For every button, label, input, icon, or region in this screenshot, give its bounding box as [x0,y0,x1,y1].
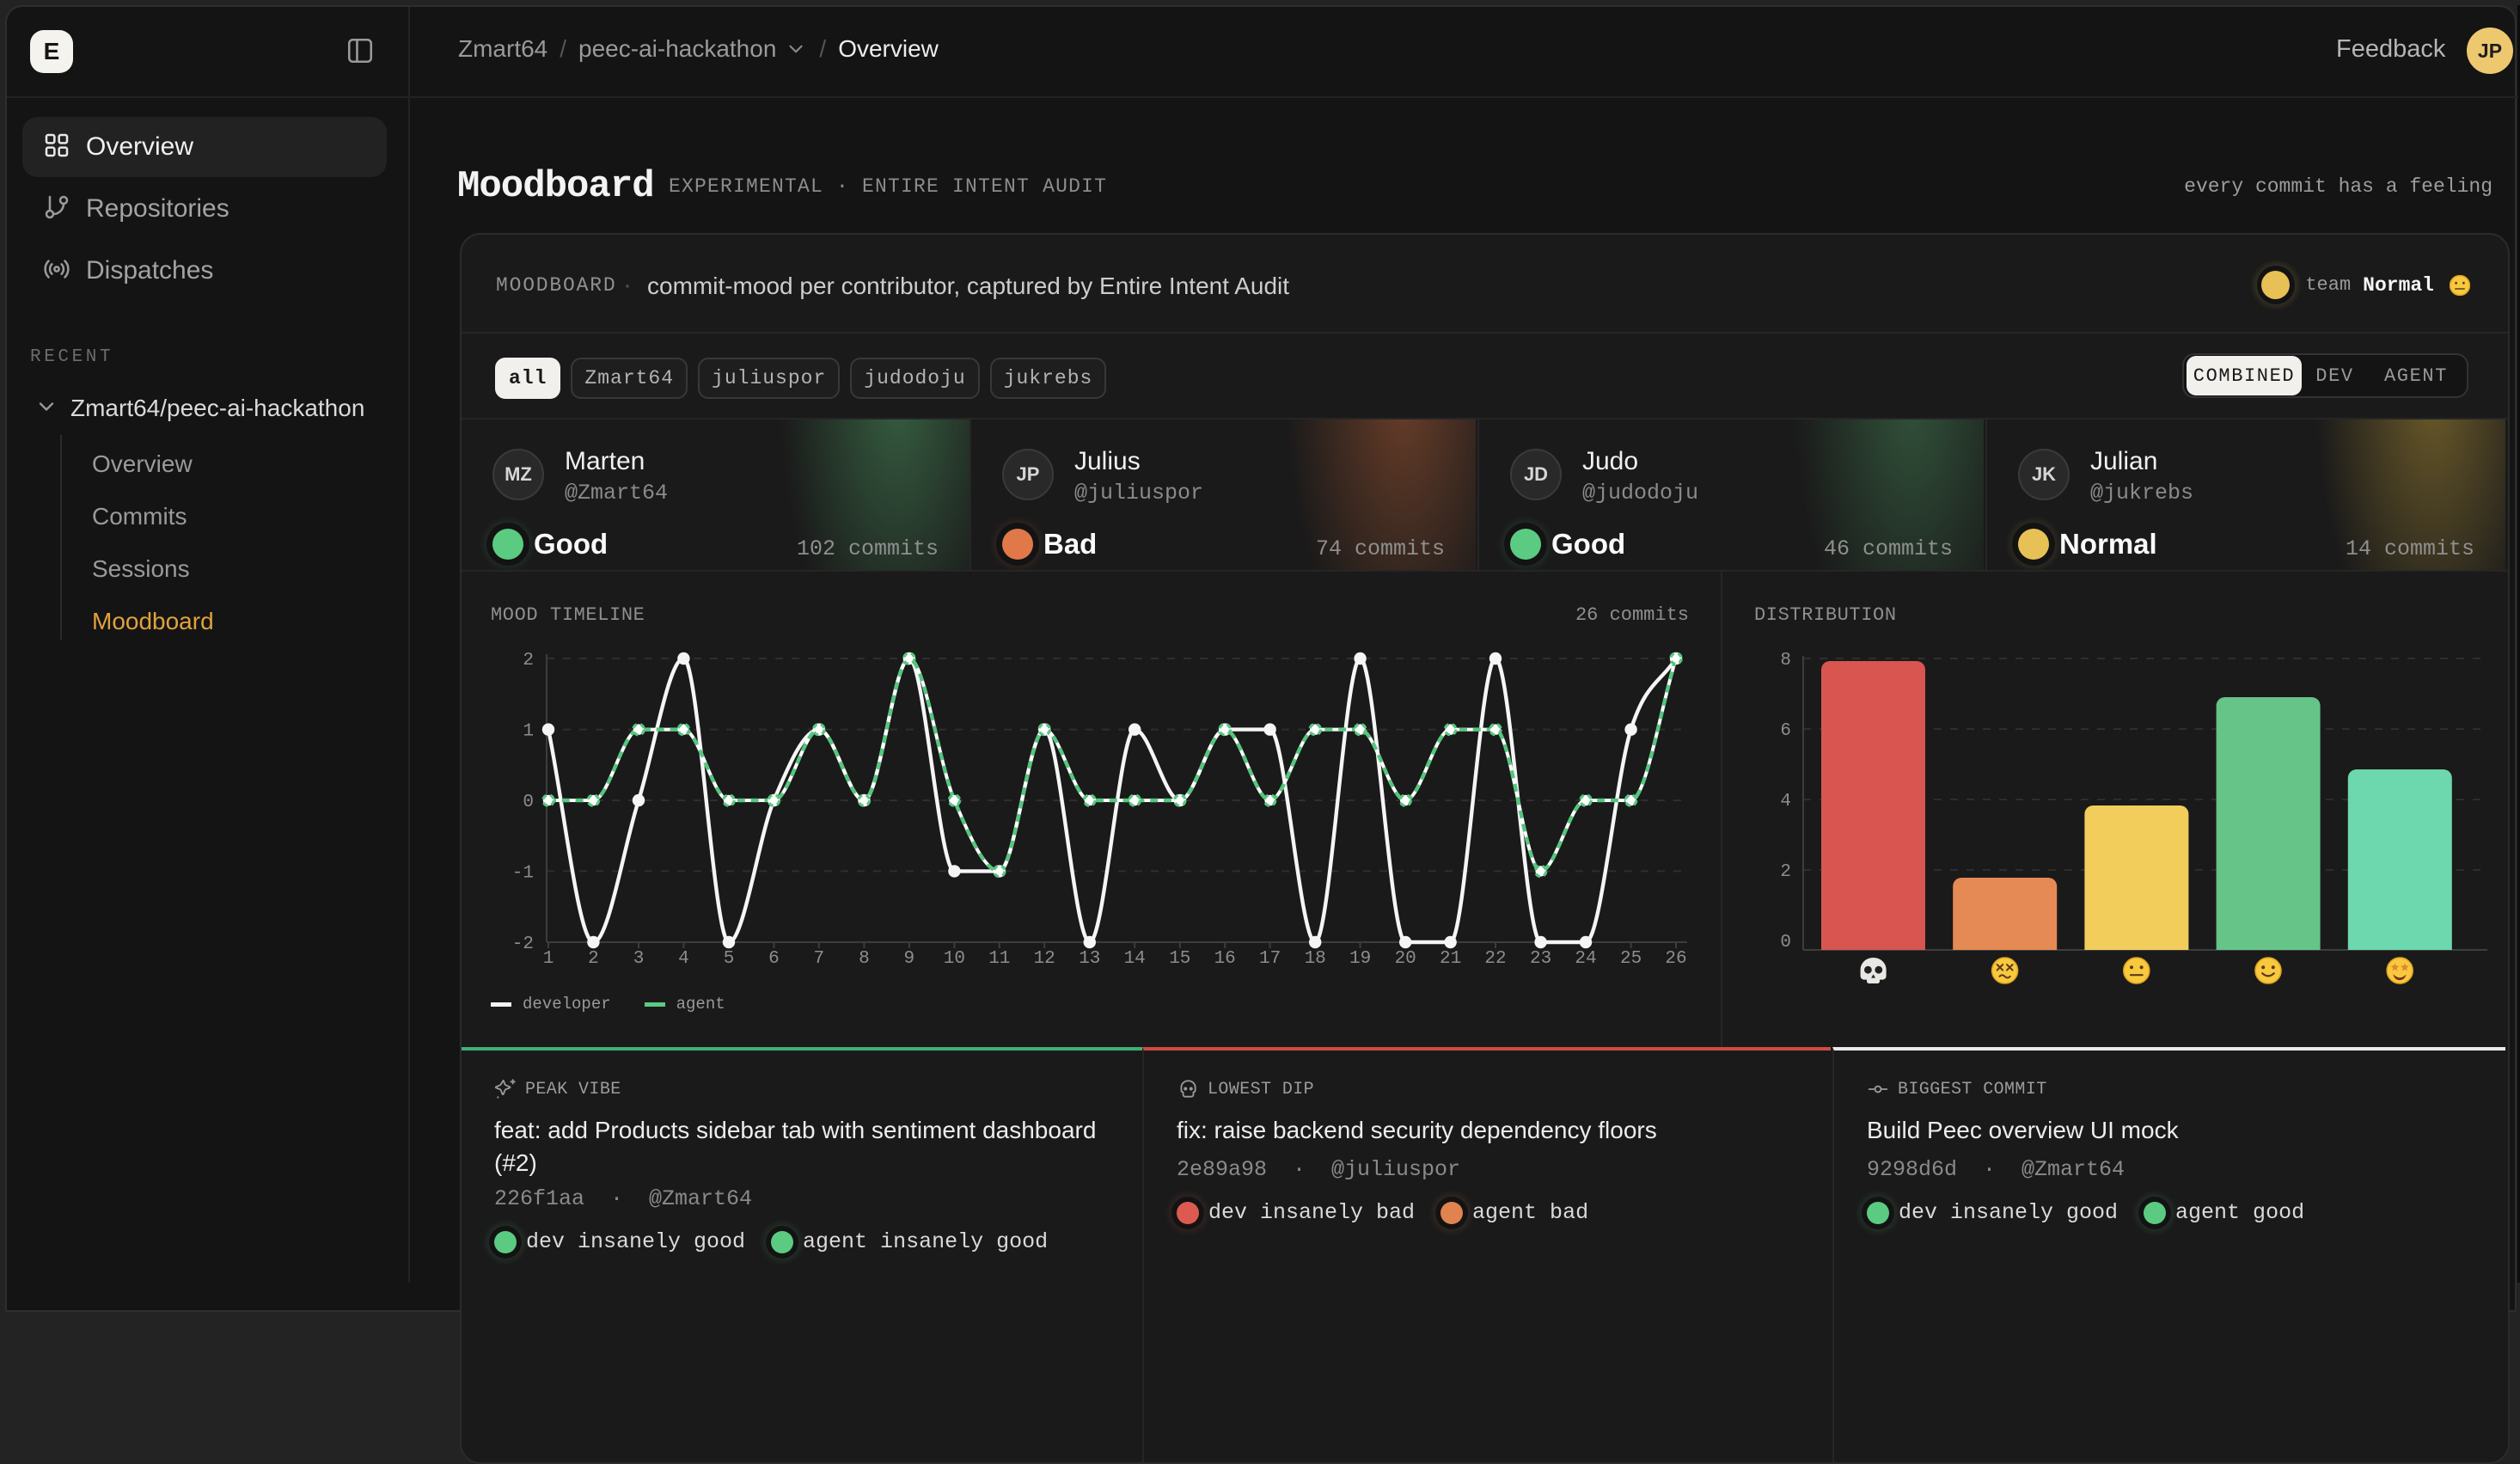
svg-text:15: 15 [1169,949,1190,969]
svg-text:11: 11 [988,949,1010,969]
svg-text:-1: -1 [512,864,534,884]
svg-text:24: 24 [1575,949,1596,969]
svg-text:4: 4 [1780,792,1791,812]
svg-text:13: 13 [1079,949,1100,969]
svg-text:14: 14 [1124,949,1146,969]
svg-text:7: 7 [813,949,824,969]
svg-text:4: 4 [678,949,689,969]
svg-text:3: 3 [633,949,645,969]
svg-text:9: 9 [903,949,914,969]
svg-text:10: 10 [944,949,965,969]
svg-text:25: 25 [1620,949,1642,969]
svg-text:21: 21 [1440,949,1461,969]
svg-text:6: 6 [1780,721,1791,741]
svg-text:2: 2 [1780,862,1791,882]
svg-text:1: 1 [543,949,554,969]
svg-text:1: 1 [523,722,534,742]
svg-text:0: 0 [523,793,534,812]
svg-text:6: 6 [768,949,780,969]
svg-text:23: 23 [1530,949,1551,969]
svg-text:26: 26 [1665,949,1686,969]
svg-text:20: 20 [1395,949,1416,969]
svg-text:-2: -2 [512,934,534,954]
svg-text:17: 17 [1259,949,1281,969]
svg-text:8: 8 [1780,651,1791,671]
svg-text:16: 16 [1214,949,1236,969]
svg-text:5: 5 [724,949,735,969]
svg-text:18: 18 [1305,949,1326,969]
svg-text:19: 19 [1349,949,1371,969]
svg-text:2: 2 [588,949,599,969]
svg-text:12: 12 [1034,949,1055,969]
svg-text:8: 8 [859,949,870,969]
svg-text:2: 2 [523,651,534,671]
svg-text:22: 22 [1484,949,1506,969]
svg-text:0: 0 [1780,933,1791,953]
